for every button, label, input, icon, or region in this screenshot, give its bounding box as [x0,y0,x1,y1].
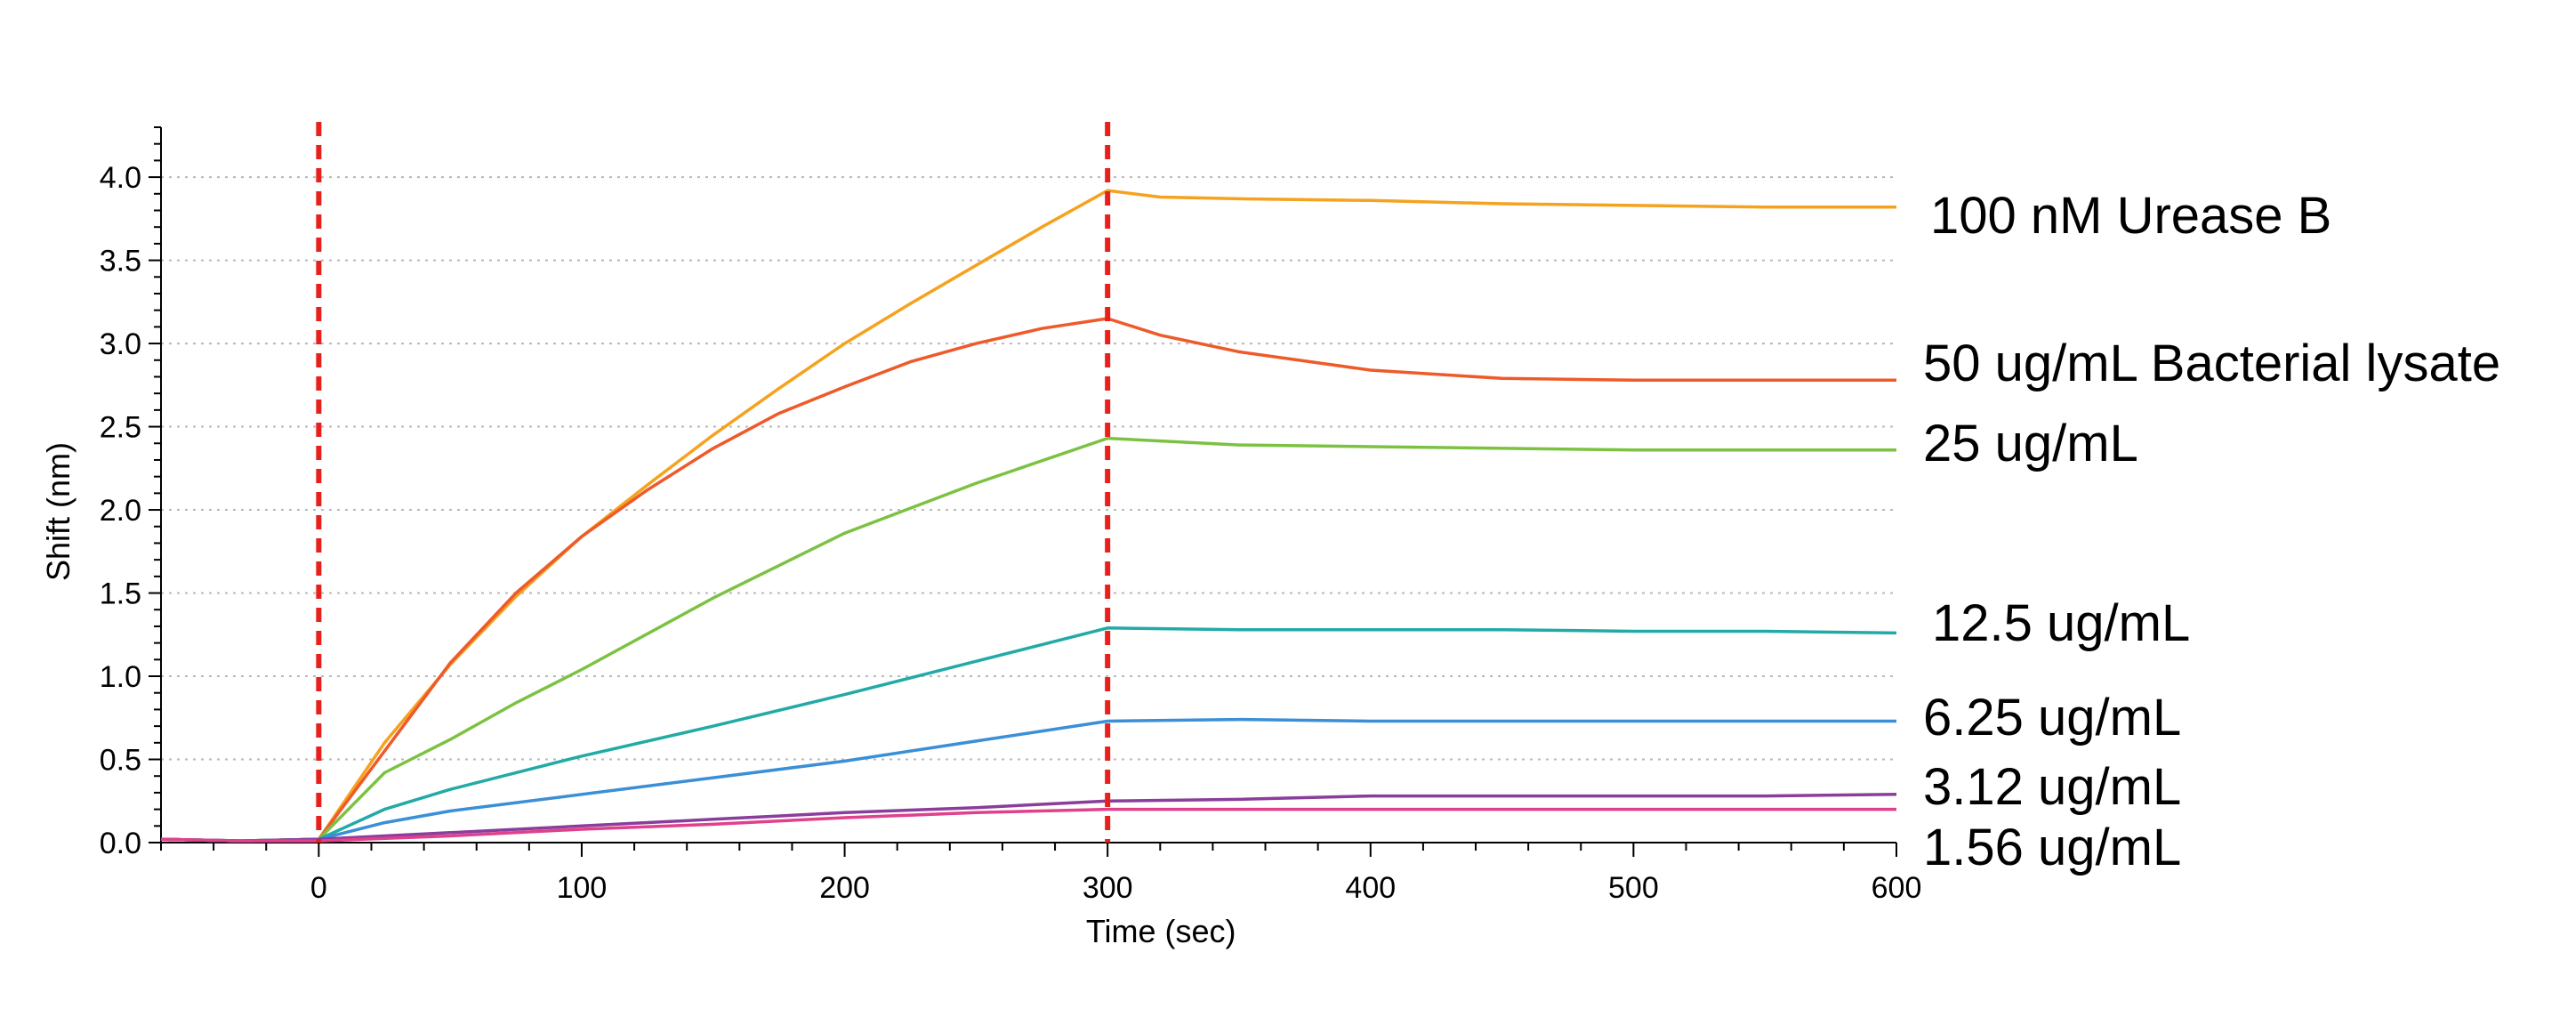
series-label: 12.5 ug/mL [1932,594,2190,652]
series-labels: 100 nM Urease B 50 ug/mL Bacterial lysate… [1923,187,2500,876]
series-lines [160,189,1897,843]
y-tick-label: 0.0 [100,827,141,860]
series-line [160,436,1896,843]
y-tick-label: 1.0 [100,660,141,694]
series-line [160,189,1896,843]
series-label: 25 ug/mL [1923,415,2138,472]
x-tick-label: 300 [1083,871,1133,905]
y-tick-label: 3.0 [100,327,141,361]
series-line [160,793,1897,843]
x-tick-label: 400 [1345,871,1396,905]
y-tick-label: 4.0 [100,161,141,195]
y-tick-label: 2.0 [100,494,141,528]
series-label: 6.25 ug/mL [1923,689,2181,747]
series-label: 50 ug/mL Bacterial lysate [1923,335,2500,392]
series-label: 3.12 ug/mL [1923,758,2181,816]
x-tick-label: 200 [819,871,870,905]
x-tick-label: 600 [1872,871,1922,905]
y-tick-label: 3.5 [100,245,141,278]
x-tick-label: 0 [310,871,327,905]
y-tick-label: 2.5 [100,411,141,445]
axes [160,127,1896,843]
series-line [160,317,1896,843]
series-line [160,807,1896,843]
series-label: 100 nM Urease B [1930,187,2331,245]
series-label: 1.56 ug/mL [1923,819,2181,876]
series-line [160,717,1896,843]
y-tick-label: 1.5 [100,577,141,611]
x-tick-label: 100 [557,871,608,905]
x-axis-title: Time (sec) [1086,913,1236,949]
y-axis-title: Shift (nm) [40,442,76,581]
axis-ticks: 0.0 0.5 1.0 1.5 2.0 2.5 3.0 3.5 4.0 0 100 200 300 400… [100,126,1922,905]
phase-markers [316,122,1111,843]
y-tick-label: 0.5 [100,744,141,778]
x-tick-label: 500 [1608,871,1659,905]
series-line [160,626,1897,843]
grid-lines [161,176,1896,761]
